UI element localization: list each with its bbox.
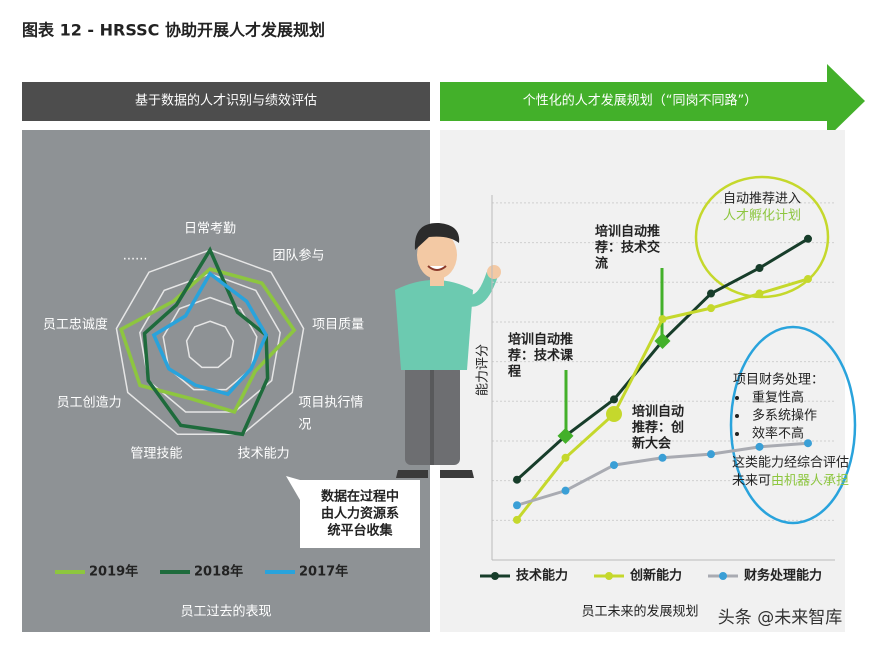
axis-label: 况 [298,417,311,432]
right-header-arrow [440,64,865,138]
annotation: 荐：技术交 [594,240,660,256]
point [561,486,570,495]
legend-label: 财务处理能力 [744,568,822,584]
annotation: 培训自动推 [508,332,573,348]
watermark: 头条 @未来智库 [718,608,842,628]
point [755,264,764,272]
legend-label: 2019年 [89,564,138,580]
axis-label: 员工创造力 [57,395,122,410]
person-illustration [395,222,501,478]
highlight-circle [694,175,830,299]
note-box [300,480,420,548]
finance-bullet: 重复性高 [752,390,804,406]
legend-marker [719,572,727,580]
annotation: 程 [508,365,521,380]
point [707,450,715,459]
left-panel [22,130,430,632]
axis-label: 团队参与 [272,248,324,264]
page-title: 图表 12 - HRSSC 协助开展人才发展规划 [22,21,325,40]
point [804,274,812,283]
point [755,442,764,451]
point [513,515,521,524]
axis-label: 技术能力 [238,446,290,461]
highlight-circle [729,325,857,525]
left-footer: 员工过去的表现 [180,604,271,620]
right-header: 个性化的人才发展规划（“同岗不同路”） [523,93,757,109]
finance-highlight: 由机器人承担 [771,474,849,489]
left-header-bar [22,82,430,121]
incubation-text: 自动推荐进入 [723,192,801,207]
point [513,501,521,510]
right-panel [440,130,845,632]
bullet-dot [735,414,739,418]
point [513,475,521,484]
axis-label: 日常考勤 [184,222,236,237]
legend-label: 2018年 [194,564,243,580]
point [658,453,667,462]
highlight-marker [606,406,622,422]
annotation: 推荐：创 [632,420,684,436]
finance-conclusion: 这类能力经综合评估 [732,455,849,471]
grid-ring [185,320,235,369]
legend-label: 创新能力 [629,568,682,584]
axis-label: ...... [123,249,148,264]
highlight-marker [557,427,574,444]
note-line: 数据在过程中 [321,489,399,505]
bullet-dot [735,396,739,400]
axis-label: 项目执行情 [298,395,363,410]
annotation: 培训自动推 [595,224,660,240]
point [707,289,715,298]
legend-marker [491,572,499,580]
finance-bullet: 效率不高 [752,426,804,442]
note-line: 由人力资源系 [321,506,399,522]
note-line: 统平台收集 [327,523,393,539]
note-pointer [286,476,300,500]
y-axis-label: 能力评分 [476,344,491,396]
axis-label: 项目质量 [312,317,364,332]
annotation: 流 [595,256,608,272]
incubation-highlight: 人才孵化计划 [723,209,801,224]
left-header: 基于数据的人才识别与绩效评估 [135,93,317,109]
finance-heading: 项目财务处理： [733,372,824,388]
point [610,461,618,470]
point [804,439,812,448]
annotation: 荐：技术课 [507,348,574,364]
finance-conclusion: 未来可 [732,474,771,489]
axis-label: 管理技能 [130,446,182,461]
highlight-marker [654,333,671,349]
annotation: 培训自动 [632,404,684,420]
point [755,289,764,298]
legend-label: 2017年 [299,564,348,580]
radar-series [118,267,297,415]
right-footer: 员工未来的发展规划 [581,604,698,620]
point [707,304,715,313]
annotation: 新大会 [632,436,672,452]
legend-marker [605,572,613,580]
finance-bullet: 多系统操作 [752,408,817,424]
point [658,315,667,324]
point [804,234,812,243]
axis-label: 员工忠诚度 [43,316,108,332]
grid-ring [115,249,305,436]
radar-series [151,271,269,397]
legend-label: 技术能力 [516,568,568,584]
bullet-dot [735,432,739,436]
point [610,395,618,404]
radar-series [142,246,270,437]
point [561,453,570,462]
